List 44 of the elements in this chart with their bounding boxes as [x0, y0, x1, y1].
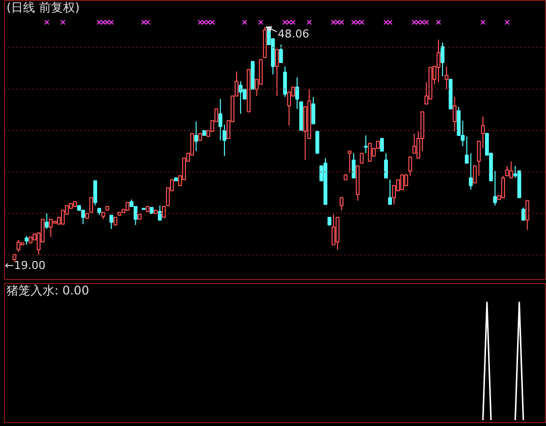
candlestick: [311, 96, 316, 124]
chart-title: (日线 前复权): [6, 0, 80, 14]
candlestick: [295, 76, 300, 110]
candlestick: [464, 136, 469, 164]
candlestick: [194, 121, 198, 152]
candlestick: [505, 165, 510, 176]
candlestick: [472, 165, 477, 184]
candlestick: [525, 200, 530, 230]
annotation: ←19.00: [4, 259, 46, 272]
candlestick: [238, 80, 243, 114]
candlestick: [509, 160, 514, 178]
candlestick: [315, 130, 320, 154]
candlestick: [368, 142, 372, 162]
candlestick: [89, 197, 94, 213]
candlestick: [340, 197, 344, 211]
candlestick: [521, 206, 526, 221]
candlestick: [436, 39, 440, 83]
candlestick: [380, 138, 384, 152]
candlestick: [162, 206, 166, 218]
candlestick: [388, 179, 392, 205]
annotation: 48.06: [278, 28, 310, 41]
candlestick: [400, 174, 404, 190]
candlestick: [360, 152, 364, 164]
candlestick: [332, 214, 336, 246]
candlestick: [109, 214, 114, 230]
candlestick: [16, 239, 20, 252]
candlestick: [440, 42, 444, 77]
candlestick: [93, 180, 98, 206]
candlestick: [384, 152, 388, 178]
candlestick: [444, 66, 448, 90]
candlestick: [158, 205, 162, 221]
candlestick: [275, 49, 279, 97]
candlestick: [501, 175, 506, 198]
candlestick: [348, 150, 352, 174]
candlestick: [452, 96, 457, 132]
candlestick: [364, 134, 368, 154]
candlestick: [404, 174, 408, 186]
chart-title: 猪笼入水: 0.00: [6, 284, 90, 298]
candlestick: [468, 152, 473, 190]
candlestick: [352, 152, 356, 178]
candlestick: [279, 44, 283, 63]
candlestick: [48, 218, 53, 238]
candlestick: [283, 66, 287, 98]
candlestick: [44, 212, 49, 230]
